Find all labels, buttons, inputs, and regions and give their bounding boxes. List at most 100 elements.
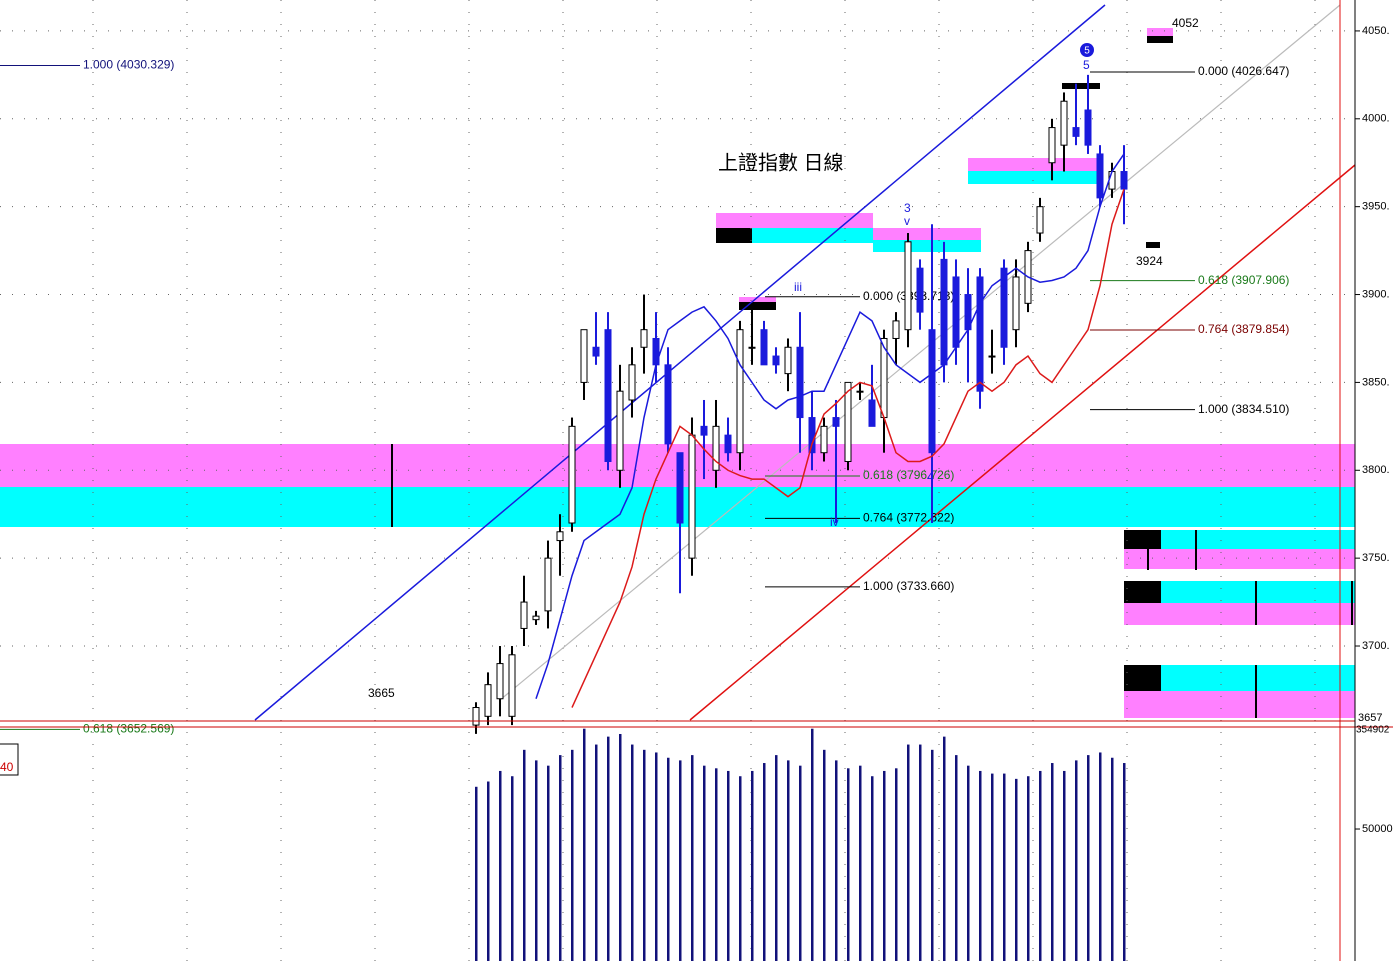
volume-bar [979, 770, 982, 961]
indicator-box [0, 743, 19, 776]
volume-tick-label: 50000 [1362, 823, 1393, 835]
candle-body [700, 425, 708, 436]
volume-bar [727, 770, 730, 961]
annotation: iii [794, 280, 802, 294]
candle-body [772, 355, 780, 366]
candle-body [520, 601, 528, 629]
volume-bar [655, 752, 658, 961]
zone [1124, 665, 1161, 691]
zone [1062, 83, 1100, 89]
volume-bar [1003, 773, 1006, 961]
annotation: 40 [0, 760, 14, 774]
trend-line [254, 4, 1106, 721]
volume-bar [1087, 755, 1090, 961]
candle-body [496, 663, 504, 700]
candle-body [868, 399, 876, 427]
candle-body [928, 329, 936, 454]
plot [472, 74, 1128, 961]
volume-bar [895, 768, 898, 961]
zone [968, 158, 1098, 171]
volume-bar [619, 733, 622, 961]
candle-body [712, 425, 720, 471]
candle-body [784, 346, 792, 375]
y-tick-label: 3850. [1362, 376, 1390, 388]
candle-body [976, 276, 984, 392]
volume-bar [955, 755, 958, 961]
zone [1146, 242, 1160, 248]
y-tick-label: 3900. [1362, 288, 1390, 300]
fib-label: 1.000 (3733.660) [863, 579, 954, 593]
volume-bar [1039, 770, 1042, 961]
volume-bar [1015, 778, 1018, 961]
volume-bar [1099, 752, 1102, 961]
candle-body [532, 615, 540, 621]
trend-line [499, 4, 1341, 701]
zone [873, 240, 981, 252]
volume-bar [991, 773, 994, 961]
volume-bar [523, 749, 526, 961]
volume-bar [499, 770, 502, 961]
volume-bar [475, 786, 478, 961]
candle-body [820, 425, 828, 454]
candle-body [676, 452, 684, 524]
grid [0, 0, 1355, 961]
fib-label: 0.764 (3772.622) [863, 511, 954, 525]
y-tick-label: 4000. [1362, 113, 1390, 125]
volume-top-label: 354902 [1356, 725, 1390, 736]
candle-body [556, 531, 564, 542]
volume-bar [919, 744, 922, 961]
volume-bar [751, 770, 754, 961]
volume-bar [931, 749, 934, 961]
volume-bar [715, 768, 718, 961]
candle-body [748, 346, 756, 349]
zone [1124, 549, 1355, 569]
volume-bar [1063, 770, 1066, 961]
candle-body [856, 390, 864, 393]
volume-bar [847, 768, 850, 961]
volume-bar [1111, 757, 1114, 961]
moving-average [535, 153, 1125, 699]
volume-bar [583, 728, 586, 961]
candle-body [1072, 127, 1080, 137]
candle-body [688, 434, 696, 559]
candle-body [1012, 276, 1020, 331]
zone [1124, 603, 1355, 625]
fib-label: 0.618 (3652.569) [83, 722, 174, 736]
fib-label: 0.000 (4026.647) [1198, 64, 1289, 78]
volume-bar [967, 765, 970, 961]
volume-bar [1075, 760, 1078, 961]
zone [1124, 581, 1161, 603]
candle-body [760, 329, 768, 366]
candle-body [1048, 127, 1056, 164]
zone [873, 228, 981, 240]
candle-body [988, 355, 996, 358]
candle-body [808, 417, 816, 454]
candle-body [544, 557, 552, 612]
candle-body [736, 329, 744, 454]
candle-body [472, 707, 480, 726]
y-tick-label: 3800. [1362, 464, 1390, 476]
annotation: 5 [1084, 46, 1090, 57]
zone [1124, 691, 1355, 718]
candle-body [796, 346, 804, 419]
volume-bar [691, 755, 694, 961]
fib-label: 1.000 (4030.329) [83, 58, 174, 72]
candle-body [1096, 153, 1104, 199]
candle-body [604, 329, 612, 462]
volume-bar [775, 755, 778, 961]
zone [1147, 36, 1173, 43]
trend-lines [254, 4, 1356, 721]
candle-body [664, 364, 672, 445]
volume-bar [787, 760, 790, 961]
fib-label: 0.618 (3907.906) [1198, 273, 1289, 287]
annotation: v [904, 214, 910, 228]
volume-bar [799, 765, 802, 961]
moving-average [571, 188, 1125, 708]
wave-circle [1080, 43, 1094, 57]
candle-body [1000, 267, 1008, 348]
annotation: iv [830, 515, 839, 529]
annotation: 4 [927, 470, 934, 484]
volume-bar [679, 760, 682, 961]
candle-body [508, 654, 516, 717]
